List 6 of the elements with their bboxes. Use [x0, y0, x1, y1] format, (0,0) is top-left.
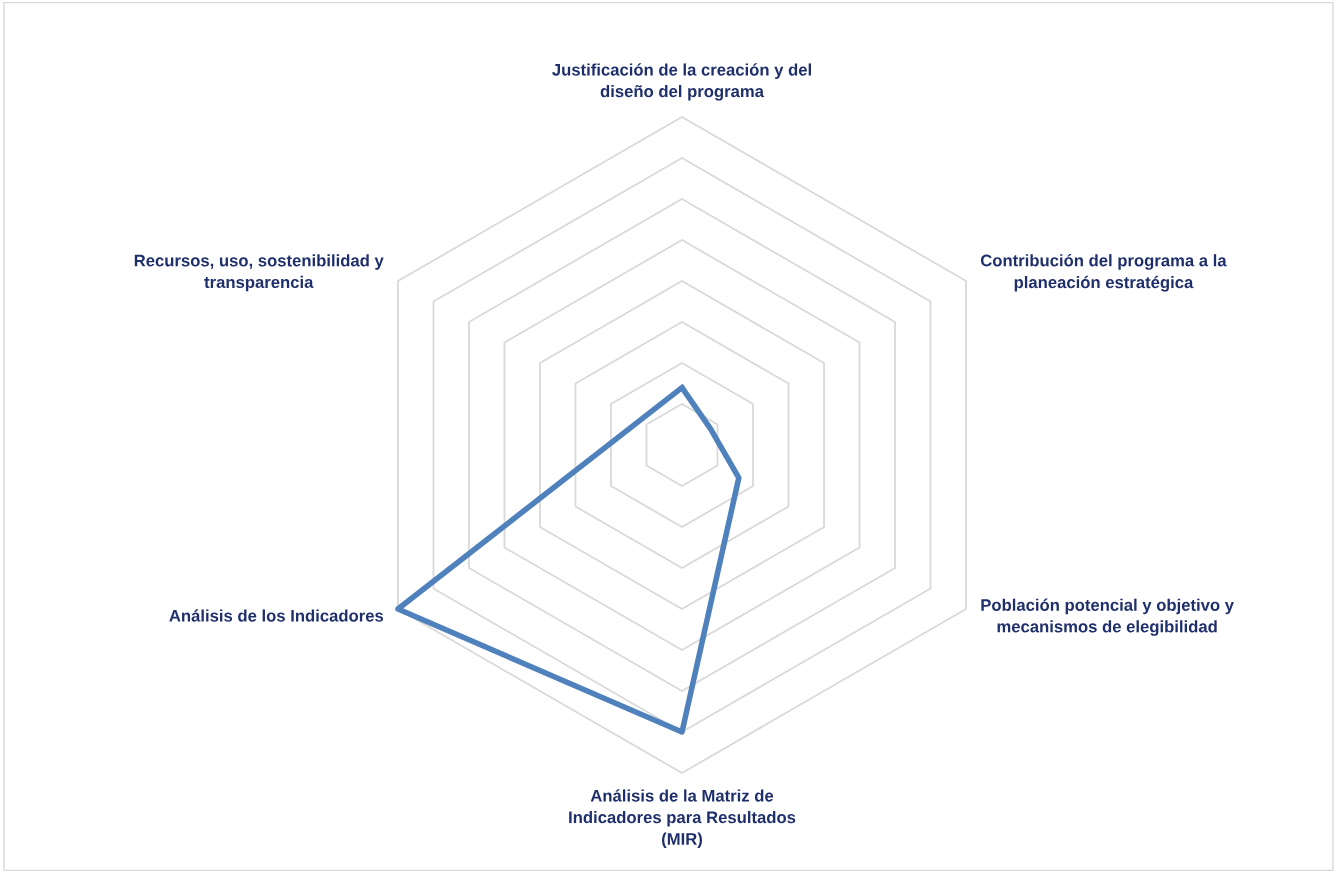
spoke-label: Población potencial y objetivo y mecanismos de elegibilidad [981, 598, 1234, 636]
spoke-label: Análisis de los Indicadores [169, 609, 384, 622]
spoke-label: Análisis de la Matriz de Indicadores para Resultados (MIR) [569, 789, 796, 849]
spoke-label: Recursos, uso, sostenibilidad y transparencia [134, 254, 384, 292]
spoke-label: Contribución del programa a la planeación estratégica [980, 253, 1227, 292]
spoke-label: Justificación de la creación y del diseño del programa [552, 63, 811, 101]
